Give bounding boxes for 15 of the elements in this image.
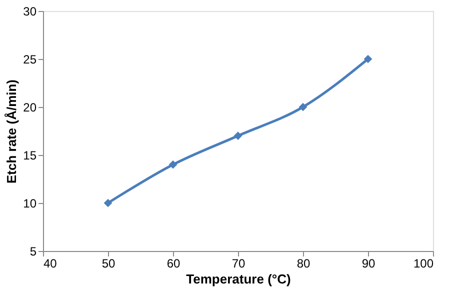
x-tick-label: 50: [102, 256, 116, 270]
y-tick-label: 5: [30, 244, 37, 258]
x-tick-label: 70: [232, 256, 246, 270]
x-tick-label: 60: [166, 256, 180, 270]
y-tick-label: 30: [23, 4, 37, 18]
y-axis-title: Etch rate (Å/min): [4, 79, 20, 184]
y-tick-label: 10: [23, 196, 37, 210]
x-tick-label: 40: [44, 256, 58, 270]
y-tick-label: 25: [23, 52, 37, 66]
x-tick-label: 100: [413, 256, 434, 270]
x-tick-label: 80: [296, 256, 310, 270]
x-axis-title: Temperature (°C): [186, 272, 291, 286]
y-tick-label: 20: [23, 100, 37, 114]
x-tick-label: 90: [362, 256, 376, 270]
y-tick-label: 15: [23, 148, 37, 162]
